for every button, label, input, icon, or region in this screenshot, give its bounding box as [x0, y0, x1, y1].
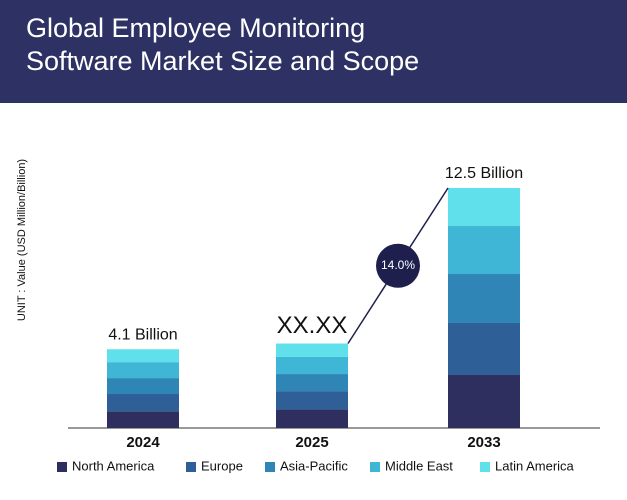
bar-label: 4.1 Billion — [108, 326, 177, 343]
legend-label: Europe — [201, 458, 243, 473]
legend-swatch — [186, 462, 196, 472]
bar-segment — [107, 394, 179, 412]
bar-segment — [276, 343, 348, 357]
legend-label: Latin America — [495, 458, 575, 473]
x-tick-label: 2025 — [295, 434, 328, 451]
chart-title: Global Employee Monitoring Software Mark… — [26, 13, 420, 76]
y-axis-label: UNIT : Value (USD Million/Billion) — [16, 159, 28, 321]
legend-swatch — [265, 462, 275, 472]
bar-segment — [448, 274, 520, 323]
bar-segment — [107, 362, 179, 379]
x-tick-label: 2033 — [467, 434, 500, 451]
legend-swatch — [57, 462, 67, 472]
legend-swatch — [370, 462, 380, 472]
legend-label: North America — [72, 458, 155, 473]
bar-segment — [276, 391, 348, 410]
bar-segment — [276, 356, 348, 375]
bar-segment — [448, 322, 520, 376]
growth-label: 14.0% — [381, 258, 415, 272]
bar-label: XX.XX — [277, 312, 348, 339]
bar-segment — [276, 409, 348, 428]
legend-label: Middle East — [385, 458, 453, 473]
bar-segment — [448, 375, 520, 428]
x-tick-label: 2024 — [126, 434, 160, 451]
bar-segment — [107, 411, 179, 428]
legend-swatch — [480, 462, 490, 472]
growth-bubble — [376, 243, 420, 288]
legend-label: Asia-Pacific — [280, 458, 348, 473]
bar-segment — [107, 378, 179, 395]
bar-segment — [448, 226, 520, 275]
header: Global Employee Monitoring Software Mark… — [0, 0, 627, 103]
bar-label: 12.5 Billion — [445, 165, 523, 182]
bar-segment — [107, 349, 179, 363]
bar-segment — [276, 374, 348, 392]
bar-segment — [448, 188, 520, 227]
